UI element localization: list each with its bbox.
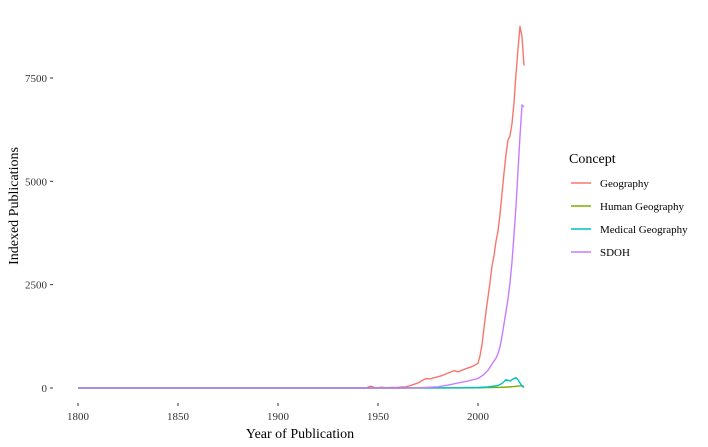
y-tick-label: 0 [42,383,48,395]
plot-area [78,25,525,389]
y-tick-label: 5000 [25,176,48,188]
x-tick-label: 1850 [167,411,190,423]
legend-label-sdoh: SDOH [600,247,630,259]
y-axis: 0 2500 5000 7500 [25,73,53,395]
series-line-geography [78,25,525,389]
x-axis: 1800 1850 1900 1950 2000 [67,403,490,423]
series-line-sdoh [78,104,525,389]
x-axis-title: Year of Publication [246,427,354,442]
legend-title: Concept [569,152,616,167]
x-tick-label: 1950 [367,411,390,423]
x-tick-label: 1900 [267,411,290,423]
y-tick-label: 2500 [25,280,48,292]
legend-label-human-geography: Human Geography [600,201,685,213]
x-tick-label: 2000 [467,411,490,423]
legend-label-medical-geography: Medical Geography [600,224,688,236]
y-tick-label: 7500 [25,73,48,85]
legend-label-geography: Geography [600,178,649,190]
y-axis-title: Indexed Publications [7,147,22,265]
x-tick-label: 1800 [67,411,90,423]
legend: Concept Geography Human Geography Medical … [569,152,688,259]
